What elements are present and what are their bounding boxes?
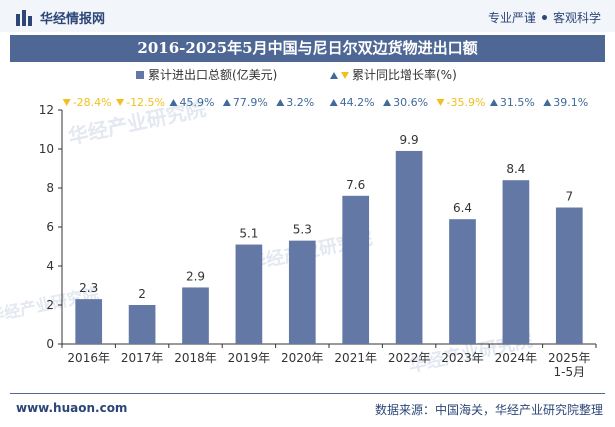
y-tick-label: 12 [39, 103, 54, 117]
growth-rate-label: -35.9% [447, 96, 486, 109]
growth-rate-label: 44.2% [340, 96, 375, 109]
x-tick-label: 2017年 [121, 351, 164, 365]
bar-value-label: 9.9 [400, 133, 419, 147]
brand-logo-icon [16, 9, 32, 26]
y-tick-label: 8 [46, 181, 54, 195]
y-tick-label: 2 [46, 298, 54, 312]
x-tick-label: 2021年 [334, 351, 377, 365]
bar [235, 244, 263, 344]
brand-name: 华经情报网 [40, 12, 106, 27]
bar [342, 195, 370, 344]
legend-bar-swatch [136, 71, 144, 79]
bar [75, 299, 103, 344]
bar-value-label: 2.9 [186, 269, 205, 283]
bar-value-label: 6.4 [453, 201, 472, 215]
legend-growth-label: 累计同比增长率(%) [352, 67, 457, 82]
x-tick-label: 2019年 [228, 351, 271, 365]
bar-value-label: 2 [138, 287, 146, 301]
bar-value-label: 7.6 [346, 178, 365, 192]
y-tick-label: 0 [46, 337, 54, 351]
bar-chart: 华经产业研究院华经产业研究院华经产业研究院华经产业研究院累计进出口总额(亿美元)… [0, 67, 597, 379]
growth-rate-label: -28.4% [73, 96, 112, 109]
title-bar: 2016-2025年5月中国与尼日尔双边货物进出口额 [10, 35, 605, 62]
growth-down-triangle-icon [436, 99, 445, 106]
data-source: 数据来源：中国海关，华经产业研究院整理 [374, 403, 603, 417]
legend-bar-label: 累计进出口总额(亿美元) [148, 67, 277, 82]
tagline: 专业严谨 客观科学 [488, 9, 601, 26]
y-tick-label: 6 [46, 220, 54, 234]
bar [128, 305, 156, 344]
growth-down-triangle-icon [62, 99, 71, 106]
bar-value-label: 5.1 [239, 227, 258, 241]
bar-value-label: 2.3 [79, 281, 98, 295]
growth-rate-label: 77.9% [233, 96, 268, 109]
y-tick-label: 10 [39, 142, 54, 156]
x-tick-label: 2025年 [548, 351, 591, 365]
growth-rate-label: -12.5% [126, 96, 165, 109]
website-link[interactable]: www.huaon.com [16, 401, 128, 415]
x-tick-label: 2023年 [441, 351, 484, 365]
growth-rate-label: 45.9% [180, 96, 215, 109]
bar-value-label: 7 [565, 190, 573, 204]
growth-up-triangle-icon [222, 99, 231, 106]
footer-divider [10, 393, 605, 394]
x-tick-label: 2016年 [67, 351, 110, 365]
separator-dot-icon [541, 15, 547, 20]
bar [182, 287, 209, 344]
x-tick-label: 2024年 [495, 351, 538, 365]
growth-rate-label: 30.6% [393, 96, 428, 109]
legend-up-triangle-icon [330, 72, 338, 79]
growth-up-triangle-icon [169, 99, 178, 106]
growth-up-triangle-icon [329, 99, 338, 106]
growth-up-triangle-icon [543, 99, 552, 106]
x-tick-label: 1-5月 [553, 365, 585, 379]
bar-value-label: 8.4 [506, 162, 525, 176]
tagline-professional: 专业严谨 [487, 11, 536, 25]
x-tick-label: 2022年 [388, 351, 431, 365]
bar [395, 150, 423, 344]
growth-rate-label: 3.2% [286, 96, 314, 109]
x-tick-label: 2020年 [281, 351, 324, 365]
growth-up-triangle-icon [383, 99, 392, 106]
growth-up-triangle-icon [489, 99, 498, 106]
bar [449, 219, 476, 344]
brand[interactable]: 华经情报网 [16, 8, 105, 27]
x-tick-label: 2018年 [174, 351, 217, 365]
chart-title: 2016-2025年5月中国与尼日尔双边货物进出口额 [137, 39, 478, 57]
bar [288, 240, 316, 344]
top-bar: 华经情报网 专业严谨 客观科学 [0, 0, 615, 32]
growth-rate-label: 31.5% [500, 96, 535, 109]
bar [502, 180, 530, 344]
y-tick-label: 4 [46, 259, 54, 273]
bar-value-label: 5.3 [293, 223, 312, 237]
growth-rate-label: 39.1% [553, 96, 588, 109]
tagline-objective: 客观科学 [552, 11, 601, 25]
bar [555, 207, 583, 344]
growth-down-triangle-icon [116, 99, 125, 106]
legend-down-triangle-icon [341, 72, 349, 79]
growth-up-triangle-icon [276, 99, 285, 106]
